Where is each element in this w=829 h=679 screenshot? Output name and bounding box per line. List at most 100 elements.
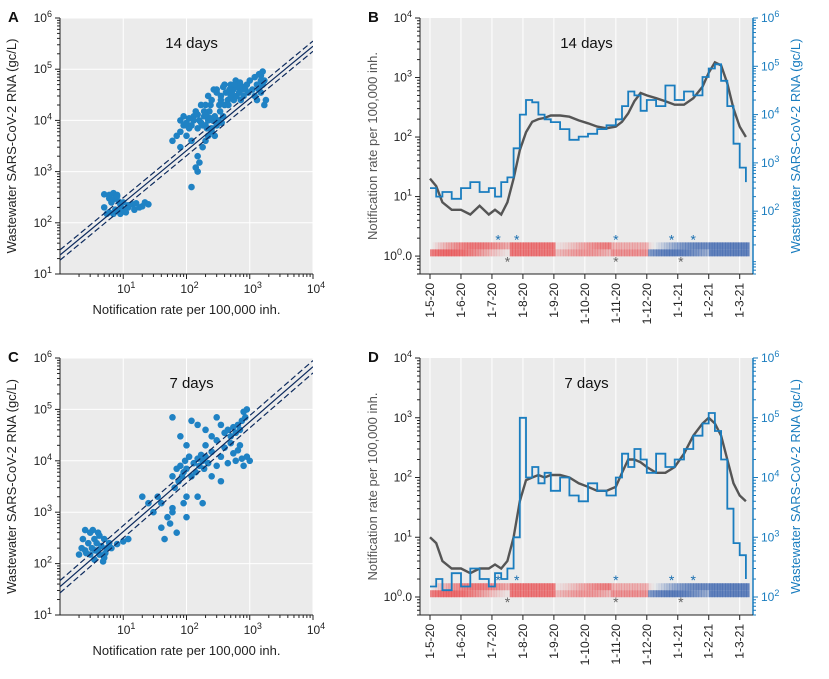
y-tick-label: 104: [34, 111, 52, 127]
heatmap-cell: [701, 590, 705, 598]
heatmap-cell: [650, 242, 654, 250]
heatmap-cell: [743, 249, 747, 257]
scatter-point: [194, 111, 201, 118]
x-tick-label: 1-5-20: [423, 283, 437, 318]
scatter-point: [208, 432, 215, 440]
significance-asterisk: *: [495, 231, 501, 247]
heatmap-cell: [642, 242, 646, 250]
scatter-point: [183, 132, 190, 140]
y-tick-label: 106: [34, 349, 52, 365]
heatmap-cell: [703, 242, 708, 250]
heatmap-cell: [717, 590, 721, 598]
heatmap-cell: [546, 249, 551, 257]
heatmap-cell: [565, 249, 569, 257]
y-tick-label: 102: [34, 214, 52, 230]
heatmap-cell: [669, 583, 673, 591]
heatmap-cell: [608, 590, 612, 598]
heatmap-cell: [515, 590, 519, 598]
heatmap-cell: [570, 583, 575, 591]
heatmap-cell: [437, 590, 442, 598]
heatmap-cell: [738, 242, 742, 250]
scatter-point: [231, 81, 239, 88]
heatmap-cell: [586, 249, 591, 257]
heatmap-cell: [546, 583, 551, 591]
scatter-point: [227, 432, 235, 440]
left-tick-label: 104: [394, 9, 412, 25]
heatmap-cell: [663, 590, 668, 598]
panel-label: B: [368, 9, 379, 26]
heatmap-cell: [621, 590, 625, 598]
left-tick-label: 100.0: [384, 247, 413, 263]
heatmap-cell: [706, 249, 710, 257]
heatmap-cell: [653, 249, 657, 257]
heatmap-cell: [496, 583, 500, 591]
heatmap-cell: [515, 249, 519, 257]
heatmap-cell: [671, 590, 676, 598]
scatter-point: [154, 493, 161, 501]
heatmap-cell: [698, 583, 702, 591]
heatmap-cell: [597, 590, 601, 598]
heatmap-cell: [576, 249, 580, 257]
heatmap-cell: [661, 583, 665, 591]
heatmap-cell: [650, 590, 654, 598]
heatmap-cell: [461, 242, 466, 250]
heatmap-cell: [605, 249, 609, 257]
scatter-point: [196, 159, 203, 166]
scatter-point: [232, 457, 240, 465]
scatter-point: [246, 457, 254, 465]
heatmap-cell: [645, 590, 649, 598]
heatmap-cell: [480, 249, 484, 257]
heatmap-cell: [531, 249, 535, 257]
x-tick-label: 102: [180, 280, 198, 296]
heatmap-cell: [719, 590, 724, 598]
heatmap-cell: [501, 249, 506, 257]
scatter-point: [206, 108, 213, 115]
heatmap-cell: [727, 583, 731, 591]
heatmap-cell: [669, 249, 673, 257]
heatmap-cell: [711, 583, 716, 591]
heatmap-cell: [621, 583, 625, 591]
heatmap-cell: [437, 583, 442, 591]
heatmap-cell: [693, 583, 697, 591]
heatmap-cell: [557, 242, 561, 250]
panel-A: 101 102 103 104 101 102 103 104 105 106 14 days Not…: [4, 9, 325, 317]
scatter-point: [180, 499, 187, 507]
heatmap-cell: [509, 249, 514, 257]
heatmap-cell: [663, 242, 668, 250]
heatmap-cell: [560, 590, 564, 598]
x-tick-label: 1-10-20: [578, 624, 592, 666]
heatmap-cell: [504, 242, 508, 250]
heatmap-cell: [512, 590, 516, 598]
heatmap-cell: [515, 242, 519, 250]
significance-asterisk: *: [678, 594, 684, 610]
heatmap-cell: [451, 583, 455, 591]
wastewater-line: [430, 63, 747, 200]
heatmap-cell: [597, 249, 601, 257]
heatmap-cell: [432, 242, 436, 250]
heatmap-cell: [475, 590, 479, 598]
heatmap-cell: [432, 590, 436, 598]
scatter-point: [100, 191, 108, 198]
heatmap-cell: [602, 583, 607, 591]
heatmap-cell: [743, 583, 747, 591]
heatmap-cell: [733, 249, 737, 257]
heatmap-cell: [554, 590, 559, 598]
panel-C: 101 102 103 104 101 102 103 104 105 106 7 days Noti…: [4, 349, 325, 658]
heatmap-cell: [480, 583, 484, 591]
y-tick-label: 102: [34, 555, 52, 571]
heatmap-cell: [443, 242, 447, 250]
left-tick-label: 103: [394, 69, 412, 85]
heatmap-cell: [586, 242, 591, 250]
heatmap-cell: [432, 249, 436, 257]
right-tick-label: 102: [761, 202, 779, 218]
left-tick-label: 103: [394, 409, 412, 425]
scatter-point: [262, 96, 270, 104]
heatmap-cell: [679, 242, 684, 250]
heatmap-cell: [517, 249, 521, 257]
heatmap-cell: [544, 583, 548, 591]
heatmap-cell: [741, 242, 745, 250]
heatmap-cell: [528, 242, 532, 250]
right-tick-label: 104: [761, 106, 779, 122]
heatmap-cell: [451, 249, 455, 257]
heatmap-cell: [565, 242, 569, 250]
